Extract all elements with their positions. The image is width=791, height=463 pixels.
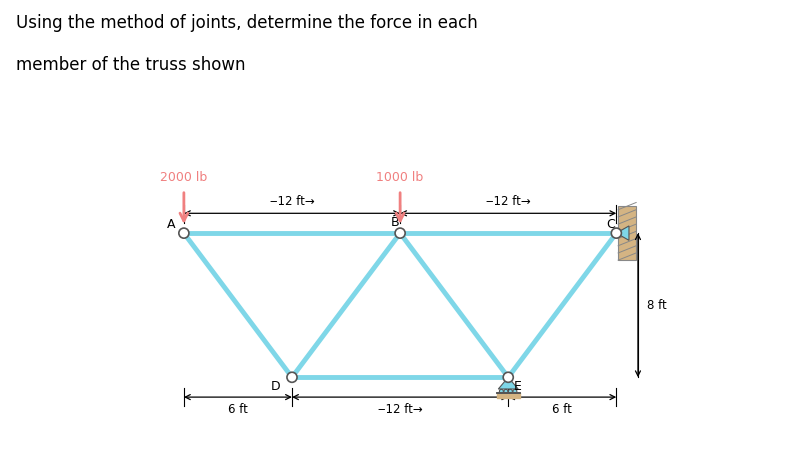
Circle shape [395,228,405,238]
Circle shape [287,372,297,382]
Circle shape [504,389,508,394]
Polygon shape [498,377,518,389]
Text: 6 ft: 6 ft [228,402,248,415]
Text: ‒12 ft→: ‒12 ft→ [378,402,422,415]
Text: 8 ft: 8 ft [647,299,667,312]
Text: E: E [513,380,521,393]
Circle shape [611,228,622,238]
Text: 2000 lb: 2000 lb [161,170,207,183]
Polygon shape [616,226,629,240]
Text: Using the method of joints, determine the force in each: Using the method of joints, determine th… [16,14,478,32]
Circle shape [503,372,513,382]
Circle shape [513,389,517,394]
Text: C: C [607,218,615,231]
Text: 1000 lb: 1000 lb [377,170,424,183]
Circle shape [179,228,189,238]
Polygon shape [618,206,636,260]
Text: ‒12 ft→: ‒12 ft→ [270,195,314,208]
Text: A: A [167,218,176,231]
Circle shape [499,389,503,394]
Text: B: B [391,216,399,229]
Text: ‒12 ft→: ‒12 ft→ [486,195,531,208]
Circle shape [509,389,513,394]
Text: member of the truss shown: member of the truss shown [16,56,245,74]
Text: D: D [271,380,281,393]
Text: 6 ft: 6 ft [552,402,572,415]
